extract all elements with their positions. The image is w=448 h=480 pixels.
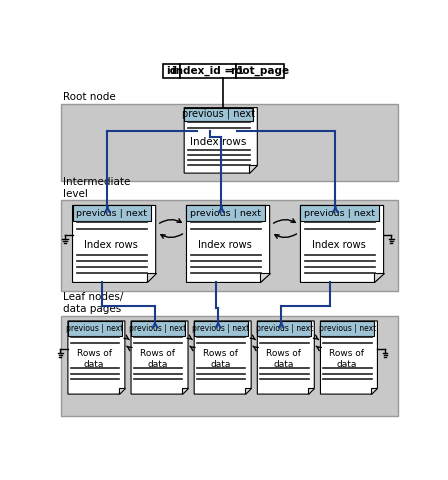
Bar: [194, 321, 248, 336]
Polygon shape: [320, 321, 377, 394]
Text: previous | next: previous | next: [256, 324, 313, 333]
Text: Index rows: Index rows: [312, 240, 366, 251]
Polygon shape: [186, 205, 270, 282]
Text: previous | next: previous | next: [182, 109, 255, 120]
Text: previous | next: previous | next: [76, 209, 147, 217]
Text: index_id = 1: index_id = 1: [172, 66, 244, 76]
Bar: [186, 205, 265, 221]
Bar: [68, 321, 122, 336]
Text: Leaf nodes/
data pages: Leaf nodes/ data pages: [63, 292, 123, 314]
Polygon shape: [375, 273, 383, 282]
Polygon shape: [249, 165, 257, 173]
Bar: [61, 200, 398, 291]
Bar: [301, 205, 379, 221]
Bar: [131, 321, 185, 336]
Polygon shape: [260, 273, 270, 282]
Polygon shape: [68, 321, 125, 394]
Bar: [320, 321, 375, 336]
Polygon shape: [184, 108, 257, 173]
Text: Index rows: Index rows: [190, 137, 246, 147]
Text: id: id: [166, 66, 177, 76]
Text: root_page: root_page: [230, 66, 289, 76]
Polygon shape: [371, 388, 377, 394]
Polygon shape: [146, 273, 156, 282]
Polygon shape: [301, 205, 383, 282]
Text: previous | next: previous | next: [319, 324, 376, 333]
Bar: [180, 64, 236, 78]
Text: Rows of
data: Rows of data: [203, 349, 238, 369]
Polygon shape: [119, 388, 125, 394]
Text: Rows of
data: Rows of data: [77, 349, 112, 369]
Text: previous | next: previous | next: [190, 209, 261, 217]
Polygon shape: [73, 205, 156, 282]
Bar: [61, 315, 398, 416]
Polygon shape: [131, 321, 188, 394]
Text: Root node: Root node: [63, 92, 115, 102]
Polygon shape: [194, 321, 251, 394]
Text: Rows of
data: Rows of data: [266, 349, 301, 369]
Text: Index rows: Index rows: [84, 240, 138, 251]
Text: Rows of
data: Rows of data: [140, 349, 175, 369]
Text: previous | next: previous | next: [304, 209, 375, 217]
Bar: [164, 64, 180, 78]
Text: previous | next: previous | next: [129, 324, 186, 333]
Text: Intermediate
level: Intermediate level: [63, 177, 130, 199]
Text: previous | next: previous | next: [66, 324, 124, 333]
Bar: [61, 104, 398, 181]
Bar: [257, 321, 311, 336]
Text: Index rows: Index rows: [198, 240, 252, 251]
Bar: [236, 64, 284, 78]
Polygon shape: [257, 321, 314, 394]
Text: Rows of
data: Rows of data: [329, 349, 364, 369]
Text: previous | next: previous | next: [193, 324, 250, 333]
Bar: [184, 108, 253, 121]
Polygon shape: [308, 388, 314, 394]
Polygon shape: [182, 388, 188, 394]
Polygon shape: [245, 388, 251, 394]
Bar: [73, 205, 151, 221]
